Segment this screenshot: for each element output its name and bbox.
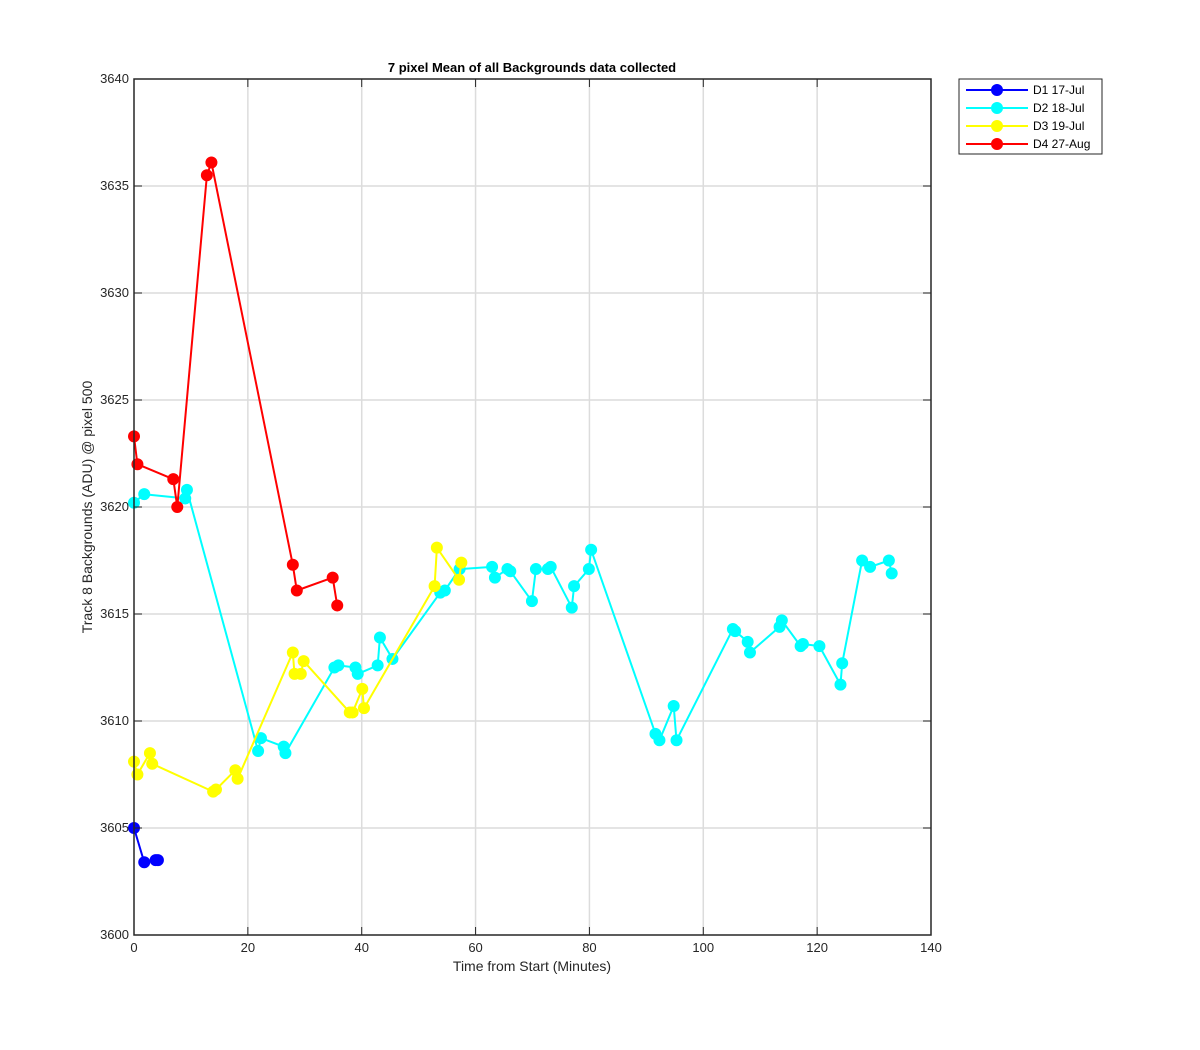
data-point xyxy=(504,565,517,578)
y-tick-label: 3635 xyxy=(100,178,129,193)
data-point xyxy=(565,601,578,614)
data-point xyxy=(332,659,345,672)
x-tick-label: 60 xyxy=(468,940,482,955)
series-group xyxy=(128,483,898,760)
data-point xyxy=(346,706,359,719)
data-point xyxy=(453,573,466,586)
data-point xyxy=(252,744,265,757)
x-tick-label: 100 xyxy=(692,940,714,955)
legend-marker xyxy=(991,84,1003,96)
legend-label: D3 19-Jul xyxy=(1033,119,1084,133)
x-tick-label: 80 xyxy=(582,940,596,955)
data-point xyxy=(167,473,180,486)
data-point xyxy=(885,567,898,580)
data-point xyxy=(290,584,303,597)
data-point xyxy=(529,563,542,576)
data-point xyxy=(488,571,501,584)
data-point xyxy=(297,655,310,668)
data-point xyxy=(351,667,364,680)
data-point xyxy=(775,614,788,627)
data-point xyxy=(356,682,369,695)
data-point xyxy=(373,631,386,644)
data-point xyxy=(582,563,595,576)
data-point xyxy=(743,646,756,659)
data-point xyxy=(796,637,809,650)
y-tick-label: 3640 xyxy=(100,71,129,86)
y-tick-label: 3620 xyxy=(100,499,129,514)
data-point xyxy=(138,856,151,869)
data-point xyxy=(670,734,683,747)
x-tick-label: 20 xyxy=(241,940,255,955)
data-point xyxy=(525,595,538,608)
legend-marker xyxy=(991,138,1003,150)
data-point xyxy=(438,584,451,597)
legend-marker xyxy=(991,120,1003,132)
data-point xyxy=(279,747,292,760)
data-point xyxy=(326,571,339,584)
data-point xyxy=(371,659,384,672)
data-point xyxy=(171,501,184,513)
data-point xyxy=(585,543,598,556)
ticks: 0 20 40 60 80 100 120 140 3600 3605 3610 3615 3620 36… xyxy=(100,71,942,955)
y-tick-label: 3600 xyxy=(100,927,129,942)
y-axis-label: Track 8 Backgrounds (ADU) @ pixel 500 xyxy=(79,381,95,634)
x-tick-label: 0 xyxy=(130,940,137,955)
chart-title: 7 pixel Mean of all Backgrounds data col… xyxy=(388,60,676,75)
data-point xyxy=(143,747,156,760)
data-point xyxy=(331,599,344,612)
data-point xyxy=(209,783,222,796)
legend: D1 17-Jul D2 18-Jul D3 19-Jul D4 27-Aug xyxy=(958,78,1103,155)
data-point xyxy=(864,560,877,573)
legend-label: D1 17-Jul xyxy=(1033,83,1084,97)
data-point xyxy=(146,757,159,770)
data-point xyxy=(856,554,869,567)
grid xyxy=(134,79,931,935)
legend-label: D4 27-Aug xyxy=(1033,137,1090,151)
data-point xyxy=(151,854,164,867)
data-point xyxy=(428,580,441,593)
series-group xyxy=(128,541,468,798)
series-line xyxy=(133,161,339,606)
data-point xyxy=(813,640,826,653)
data-point xyxy=(667,700,680,713)
legend-box xyxy=(958,78,1103,155)
y-tick-label: 3630 xyxy=(100,285,129,300)
data-point xyxy=(486,560,499,573)
y-tick-label: 3625 xyxy=(100,392,129,407)
data-point xyxy=(882,554,895,567)
data-point xyxy=(200,169,213,182)
x-tick-label: 120 xyxy=(806,940,828,955)
data-point xyxy=(138,488,151,501)
data-point xyxy=(357,702,370,715)
data-point xyxy=(834,678,847,691)
data-point xyxy=(544,560,557,573)
data-point xyxy=(180,483,193,496)
data-point xyxy=(231,772,244,785)
legend-label: D2 18-Jul xyxy=(1033,101,1084,115)
y-tick-label: 3610 xyxy=(100,713,129,728)
data-point xyxy=(455,556,468,569)
x-axis-label: Time from Start (Minutes) xyxy=(453,958,611,974)
data-point xyxy=(205,156,218,169)
data-point xyxy=(430,541,443,554)
data-point xyxy=(568,580,581,593)
x-tick-label: 40 xyxy=(354,940,368,955)
data-point xyxy=(836,657,849,670)
data-point xyxy=(653,734,666,747)
data-point xyxy=(729,625,742,638)
data-point xyxy=(294,667,307,680)
legend-marker xyxy=(991,102,1003,114)
x-tick-label: 140 xyxy=(920,940,942,955)
data-point xyxy=(286,558,299,571)
y-tick-label: 3615 xyxy=(100,606,129,621)
y-tick-label: 3605 xyxy=(100,820,129,835)
data-point xyxy=(286,646,299,659)
data-point xyxy=(741,635,754,648)
